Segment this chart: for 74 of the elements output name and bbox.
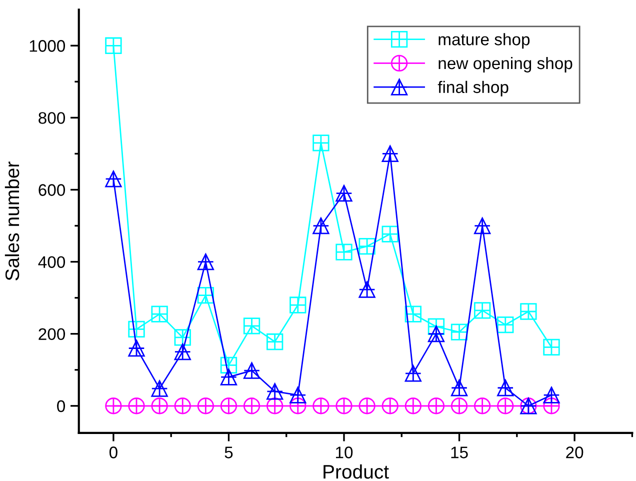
point (197, 286, 214, 304)
point (174, 344, 191, 360)
point (428, 318, 445, 335)
point (105, 398, 122, 414)
point (266, 383, 284, 400)
point (382, 226, 398, 242)
y-tick-label: 400 (38, 256, 66, 268)
point (474, 217, 491, 234)
point (497, 316, 514, 334)
point (336, 185, 352, 202)
point (197, 253, 214, 270)
point (428, 398, 445, 414)
point (336, 398, 352, 414)
point (543, 398, 560, 414)
point (450, 324, 468, 340)
x-tick-label: 10 (336, 446, 353, 458)
point (220, 368, 238, 386)
point (474, 302, 491, 319)
point (128, 340, 145, 357)
legend-label: new opening shop (438, 56, 572, 72)
point (151, 398, 168, 414)
point (404, 398, 422, 414)
point (151, 306, 168, 322)
legend-label: mature shop (438, 33, 530, 49)
x-tick-label: 15 (451, 446, 468, 458)
point (266, 398, 284, 414)
point (128, 320, 145, 338)
point (151, 380, 168, 397)
point (336, 244, 352, 260)
y-axis-title: Sales number (4, 162, 20, 280)
point (290, 386, 306, 404)
point (174, 398, 191, 414)
point (428, 326, 445, 342)
point (243, 362, 260, 379)
point (543, 338, 560, 356)
point (174, 329, 191, 346)
point (197, 398, 214, 414)
point (290, 296, 306, 314)
point (105, 170, 122, 188)
y-tick-label: 0 (57, 400, 66, 412)
point (290, 398, 306, 414)
point (382, 145, 398, 162)
y-tick-label: 800 (38, 112, 66, 124)
y-tick-label: 600 (38, 184, 66, 196)
y-tick-label: 200 (38, 328, 66, 340)
point (220, 398, 238, 414)
point (358, 281, 376, 298)
point (497, 380, 514, 396)
point (243, 318, 260, 334)
point (497, 398, 514, 414)
point (312, 134, 330, 152)
point (312, 398, 330, 414)
y-tick-label: 1000 (30, 40, 66, 52)
x-tick-label: 20 (566, 446, 584, 458)
point (358, 238, 376, 255)
x-tick-label: 5 (224, 446, 233, 458)
point (220, 356, 238, 374)
point (358, 398, 376, 414)
point (450, 380, 468, 396)
point (382, 398, 398, 414)
point (450, 398, 468, 414)
point (404, 365, 422, 382)
point (404, 306, 422, 322)
x-tick-label: 0 (109, 446, 118, 458)
point (312, 217, 330, 234)
legend-label: final shop (438, 80, 508, 96)
point (266, 333, 284, 350)
point (128, 398, 145, 414)
point (543, 386, 560, 404)
point (243, 398, 260, 414)
point (520, 303, 537, 320)
point (474, 398, 491, 414)
x-axis-title: Product (324, 464, 389, 479)
point (105, 37, 122, 54)
